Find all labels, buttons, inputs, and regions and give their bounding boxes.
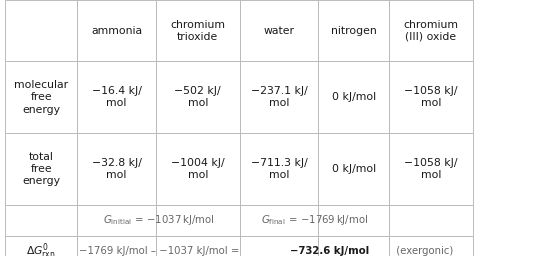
- Text: $\Delta G^0_\mathregular{rxn}$: $\Delta G^0_\mathregular{rxn}$: [27, 241, 56, 256]
- Text: −16.4 kJ/
mol: −16.4 kJ/ mol: [92, 86, 142, 109]
- Bar: [77, 61, 156, 133]
- Bar: [389, 205, 472, 236]
- Bar: [318, 133, 389, 205]
- Bar: [77, 133, 156, 205]
- Bar: [239, 61, 318, 133]
- Bar: [156, 236, 239, 256]
- Bar: [389, 61, 472, 133]
- Bar: [389, 236, 472, 256]
- Text: −732.6 kJ/mol: −732.6 kJ/mol: [291, 246, 370, 256]
- Text: −32.8 kJ/
mol: −32.8 kJ/ mol: [92, 158, 142, 180]
- Text: −237.1 kJ/
mol: −237.1 kJ/ mol: [250, 86, 307, 109]
- Text: total
free
energy: total free energy: [22, 152, 60, 186]
- Bar: [5, 0, 77, 61]
- Bar: [156, 61, 239, 133]
- Text: nitrogen: nitrogen: [331, 26, 377, 36]
- Text: −502 kJ/
mol: −502 kJ/ mol: [174, 86, 221, 109]
- Bar: [239, 236, 318, 256]
- Text: ammonia: ammonia: [91, 26, 142, 36]
- Bar: [318, 205, 389, 236]
- Text: 0 kJ/mol: 0 kJ/mol: [332, 92, 376, 102]
- Text: −1004 kJ/
mol: −1004 kJ/ mol: [171, 158, 225, 180]
- Text: −1058 kJ/
mol: −1058 kJ/ mol: [404, 158, 458, 180]
- Bar: [5, 61, 77, 133]
- Bar: [239, 0, 318, 61]
- Text: −711.3 kJ/
mol: −711.3 kJ/ mol: [250, 158, 307, 180]
- Bar: [239, 133, 318, 205]
- Bar: [318, 0, 389, 61]
- Bar: [77, 236, 156, 256]
- Text: (exergonic): (exergonic): [393, 246, 453, 256]
- Bar: [156, 205, 239, 236]
- Text: molecular
free
energy: molecular free energy: [14, 80, 68, 115]
- Text: $G_\mathregular{initial}$$\,=\,$$\mathregular{-1037\,kJ/mol}$: $G_\mathregular{initial}$$\,=\,$$\mathre…: [103, 213, 214, 227]
- Text: chromium
(III) oxide: chromium (III) oxide: [403, 19, 458, 42]
- Bar: [318, 61, 389, 133]
- Text: $G_\mathregular{final}$$\,=\,$$\mathregular{-1769\,kJ/mol}$: $G_\mathregular{final}$$\,=\,$$\mathregu…: [261, 213, 368, 227]
- Bar: [77, 0, 156, 61]
- Text: −1058 kJ/
mol: −1058 kJ/ mol: [404, 86, 458, 109]
- Text: chromium
trioxide: chromium trioxide: [171, 19, 225, 42]
- Bar: [389, 133, 472, 205]
- Bar: [239, 205, 318, 236]
- Bar: [5, 133, 77, 205]
- Bar: [156, 133, 239, 205]
- Bar: [389, 0, 472, 61]
- Text: −1769 kJ/mol – −1037 kJ/mol =: −1769 kJ/mol – −1037 kJ/mol =: [79, 246, 243, 256]
- Text: 0 kJ/mol: 0 kJ/mol: [332, 164, 376, 174]
- Bar: [156, 0, 239, 61]
- Bar: [318, 236, 389, 256]
- Bar: [77, 205, 156, 236]
- Bar: [5, 205, 77, 236]
- Bar: [5, 236, 77, 256]
- Text: water: water: [263, 26, 294, 36]
